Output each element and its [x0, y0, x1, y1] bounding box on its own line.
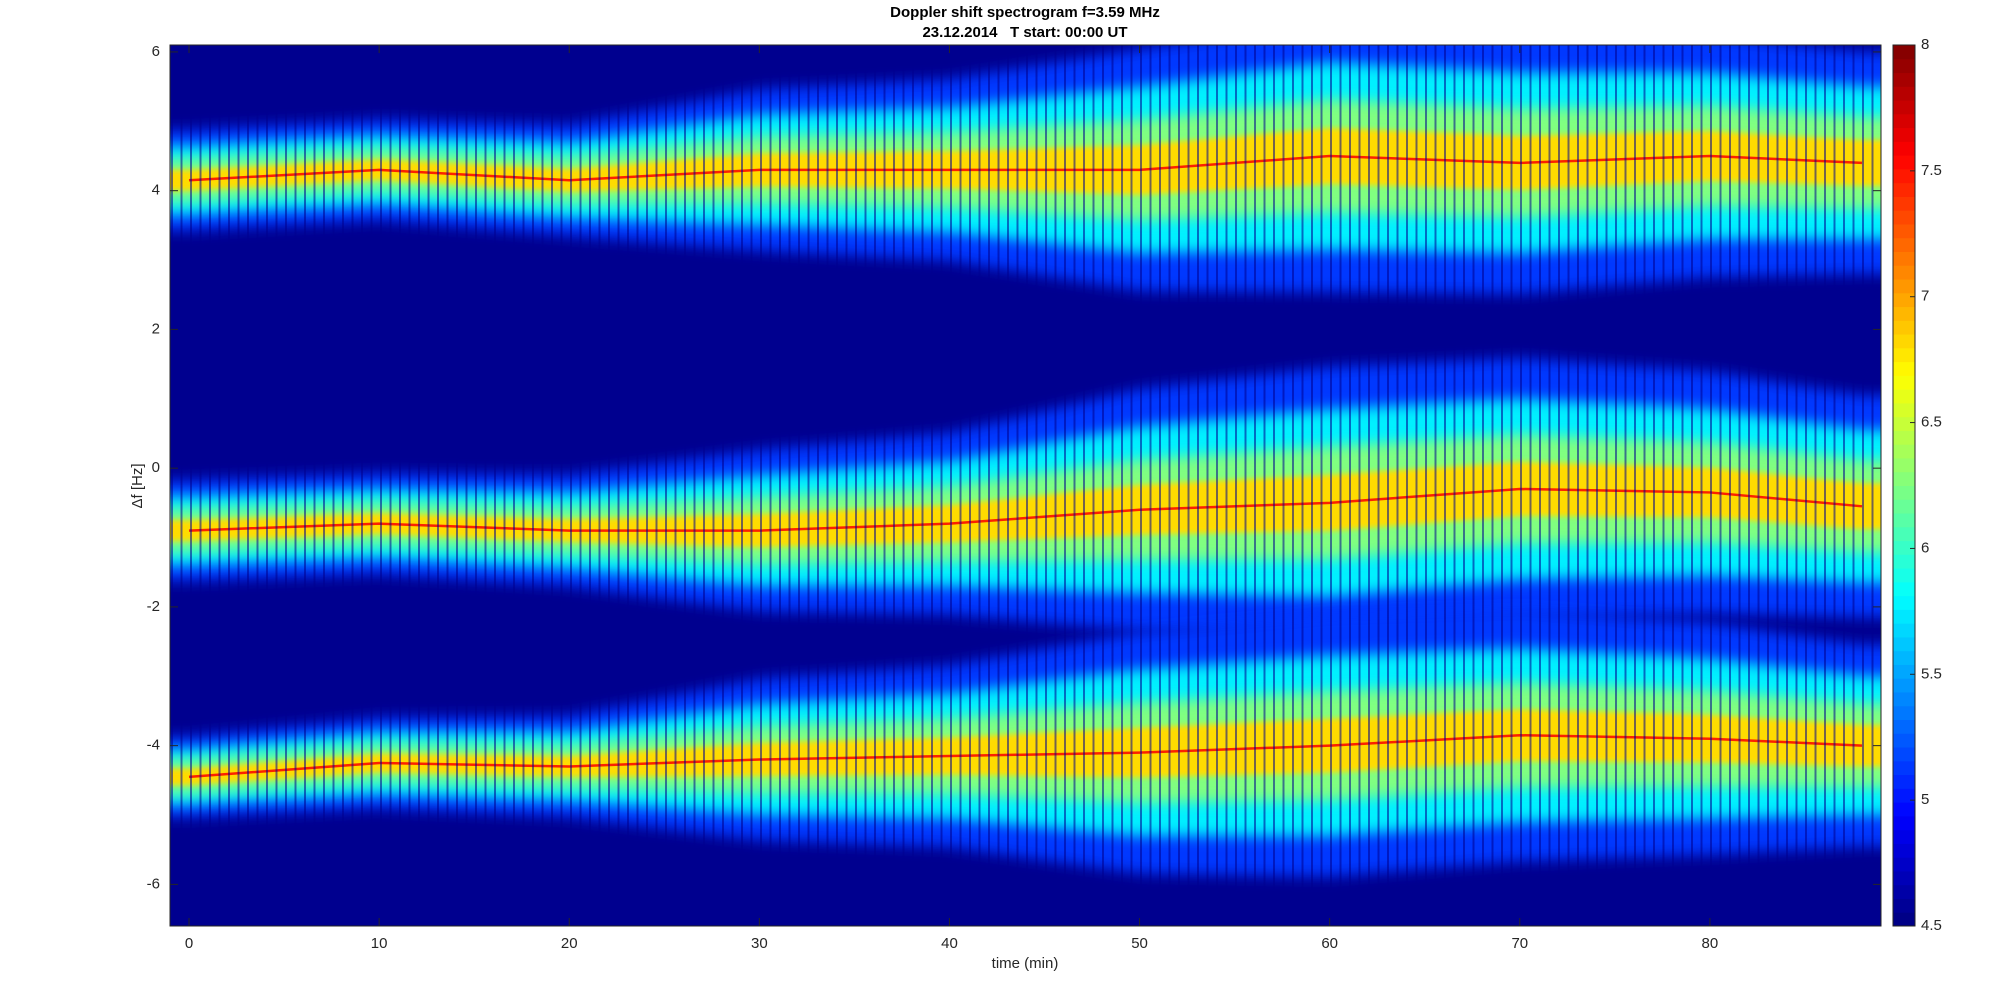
- x-tick-label: 70: [1511, 935, 1528, 952]
- colorbar-tick-label: 5: [1921, 791, 1929, 808]
- colorbar-cell: [1893, 898, 1915, 913]
- colorbar-cell: [1893, 265, 1915, 280]
- colorbar-cell: [1893, 113, 1915, 129]
- colorbar-cell: [1893, 623, 1915, 638]
- colorbar-cell: [1893, 705, 1915, 721]
- colorbar-tick-label: 7: [1921, 288, 1929, 305]
- y-tick-label: -4: [147, 737, 160, 754]
- colorbar-cell: [1893, 389, 1915, 404]
- colorbar-cell: [1893, 609, 1915, 624]
- x-tick-label: 60: [1321, 935, 1338, 952]
- colorbar-cell: [1893, 719, 1915, 734]
- colorbar-cell: [1893, 636, 1915, 652]
- colorbar-cell: [1893, 485, 1915, 500]
- colorbar-cell: [1893, 155, 1915, 170]
- colorbar-cell: [1893, 774, 1915, 789]
- y-tick-label: 2: [152, 320, 160, 337]
- colorbar-cell: [1893, 568, 1915, 583]
- colorbar-cell: [1893, 86, 1915, 101]
- colorbar-cell: [1893, 691, 1915, 707]
- colorbar-cell: [1893, 100, 1915, 115]
- colorbar-cell: [1893, 554, 1915, 569]
- chart-title: Doppler shift spectrogram f=3.59 MHz: [890, 4, 1160, 21]
- colorbar-cell: [1893, 829, 1915, 844]
- colorbar-cell: [1893, 733, 1915, 748]
- colorbar-cell: [1893, 540, 1915, 555]
- colorbar-cell: [1893, 857, 1915, 872]
- colorbar-tick-label: 6.5: [1921, 414, 1942, 431]
- colorbar-cell: [1893, 444, 1915, 459]
- colorbar-cell: [1893, 416, 1915, 431]
- colorbar-cell: [1893, 361, 1915, 376]
- colorbar-cell: [1893, 72, 1915, 87]
- colorbar-cell: [1893, 870, 1915, 886]
- colorbar-cell: [1893, 884, 1915, 899]
- colorbar-cell: [1893, 182, 1915, 197]
- colorbar-cell: [1893, 168, 1915, 184]
- plot-frame: [169, 44, 1882, 927]
- plot-area: [170, 45, 1881, 926]
- x-tick-label: 40: [941, 935, 958, 952]
- y-tick-label: -6: [147, 875, 160, 892]
- colorbar-cell: [1893, 513, 1915, 528]
- colorbar-cell: [1893, 251, 1915, 266]
- x-tick-label: 10: [371, 935, 388, 952]
- colorbar-cell: [1893, 471, 1915, 486]
- colorbar-tick-label: 4.5: [1921, 917, 1942, 934]
- colorbar-cell: [1893, 196, 1915, 211]
- y-tick-label: 4: [152, 182, 160, 199]
- colorbar-cell: [1893, 581, 1915, 597]
- colorbar-cell: [1893, 595, 1915, 610]
- colorbar-cell: [1893, 526, 1915, 542]
- colorbar-cell: [1893, 223, 1915, 239]
- colorbar-cell: [1893, 912, 1915, 927]
- colorbar-cell: [1893, 306, 1915, 321]
- colorbar-tick-label: 6: [1921, 539, 1929, 556]
- colorbar-cell: [1893, 678, 1915, 693]
- colorbar-cell: [1893, 843, 1915, 858]
- colorbar-tick-label: 8: [1921, 36, 1929, 53]
- x-tick-label: 50: [1131, 935, 1148, 952]
- colorbar-cell: [1893, 760, 1915, 776]
- colorbar-cell: [1893, 141, 1915, 156]
- colorbar-cell: [1893, 747, 1915, 762]
- colorbar-cell: [1893, 650, 1915, 665]
- x-tick-label: 30: [751, 935, 768, 952]
- x-tick-label: 80: [1702, 935, 1719, 952]
- colorbar-cell: [1893, 430, 1915, 445]
- colorbar-frame: [1892, 44, 1916, 927]
- chart-subtitle: 23.12.2014 T start: 00:00 UT: [922, 24, 1127, 41]
- y-tick-label: -2: [147, 598, 160, 615]
- colorbar-cell: [1893, 802, 1915, 817]
- colorbar-cell: [1893, 292, 1915, 308]
- colorbar-cell: [1893, 499, 1915, 514]
- colorbar-cell: [1893, 815, 1915, 831]
- colorbar-cell: [1893, 347, 1915, 363]
- y-tick-label: 0: [152, 459, 160, 476]
- colorbar: 4.5 5 5.5 6 6.5 7 7.5 8: [1892, 36, 1942, 934]
- y-axis-label: Δf [Hz]: [129, 463, 146, 508]
- x-tick-label: 20: [561, 935, 578, 952]
- x-tick-label: 0: [185, 935, 193, 952]
- colorbar-cell: [1893, 334, 1915, 349]
- colorbar-tick-label: 5.5: [1921, 665, 1942, 682]
- colorbar-cell: [1893, 457, 1915, 473]
- colorbar-cell: [1893, 402, 1915, 418]
- colorbar-cell: [1893, 320, 1915, 335]
- y-tick-label: 6: [152, 43, 160, 60]
- colorbar-cell: [1893, 210, 1915, 225]
- colorbar-cell: [1893, 58, 1915, 74]
- colorbar-cell: [1893, 279, 1915, 294]
- colorbar-cell: [1893, 664, 1915, 679]
- colorbar-cell: [1893, 788, 1915, 803]
- stripe-texture: [170, 45, 1881, 926]
- colorbar-cell: [1893, 127, 1915, 142]
- x-axis-label: time (min): [992, 955, 1059, 972]
- colorbar-cell: [1893, 375, 1915, 390]
- colorbar-cell: [1893, 45, 1915, 60]
- colorbar-tick-label: 7.5: [1921, 162, 1942, 179]
- colorbar-cell: [1893, 237, 1915, 252]
